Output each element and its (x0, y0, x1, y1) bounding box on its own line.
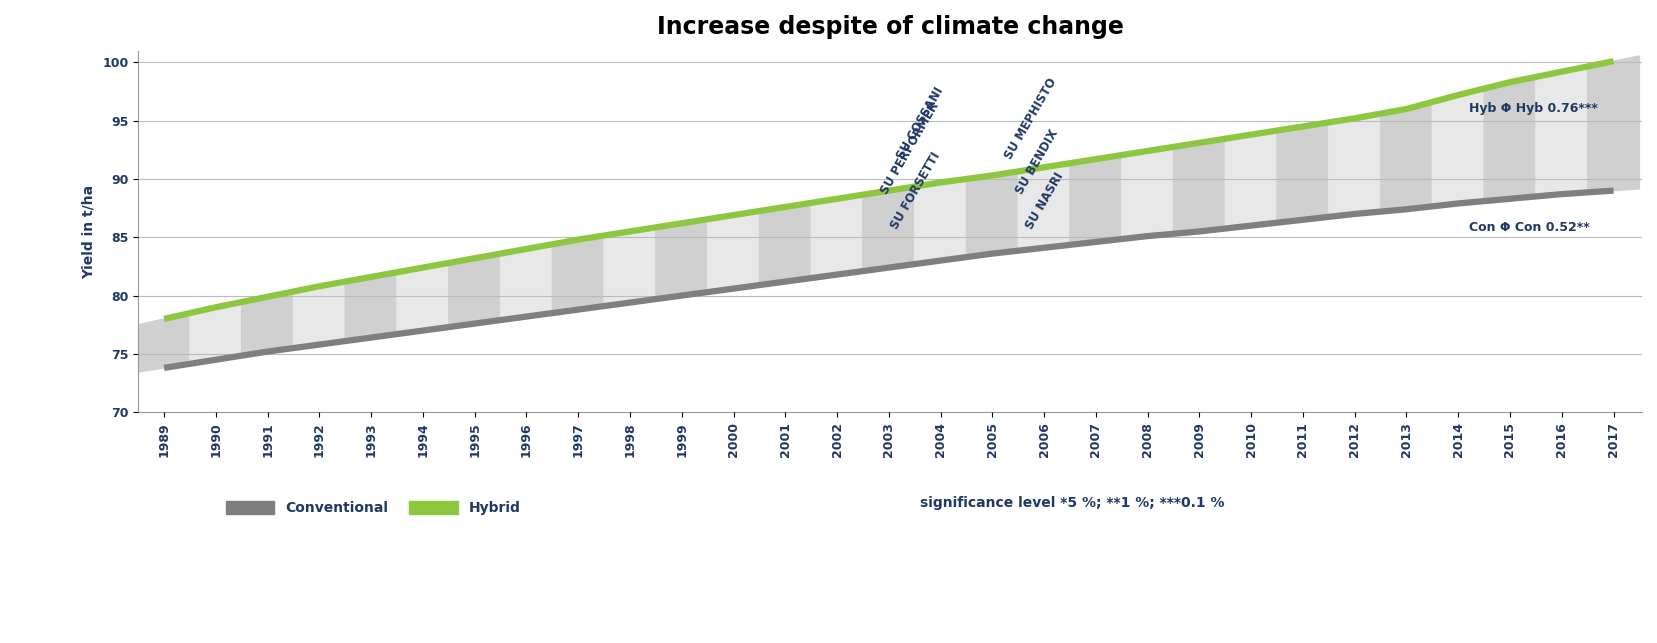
Legend: Conventional, Hybrid: Conventional, Hybrid (220, 496, 527, 521)
Text: SU PERFORMER: SU PERFORMER (878, 100, 941, 197)
Polygon shape (1536, 66, 1587, 197)
Polygon shape (449, 253, 500, 327)
Polygon shape (1225, 131, 1278, 228)
Text: Con Φ Con 0.52**: Con Φ Con 0.52** (1468, 221, 1589, 235)
Polygon shape (1070, 155, 1122, 245)
Title: Increase despite of climate change: Increase despite of climate change (656, 15, 1123, 39)
Polygon shape (1380, 102, 1432, 212)
Polygon shape (500, 244, 552, 320)
Polygon shape (552, 235, 605, 313)
Polygon shape (1432, 89, 1485, 206)
Polygon shape (191, 302, 242, 364)
Text: SU BENDIX: SU BENDIX (1012, 127, 1060, 197)
Text: SU COSSANI: SU COSSANI (895, 85, 946, 161)
Polygon shape (1017, 163, 1070, 251)
Polygon shape (656, 219, 708, 299)
Text: significance level *5 %; **1 %; ***0.1 %: significance level *5 %; **1 %; ***0.1 % (920, 496, 1225, 510)
Polygon shape (863, 186, 915, 271)
Polygon shape (605, 228, 656, 306)
Text: SU NASRI: SU NASRI (1024, 170, 1067, 231)
Text: Hyb Φ Hyb 0.76***: Hyb Φ Hyb 0.76*** (1468, 102, 1597, 116)
Y-axis label: Yield in t/ha: Yield in t/ha (81, 185, 96, 278)
Polygon shape (1485, 77, 1536, 201)
Polygon shape (398, 263, 449, 334)
Polygon shape (1278, 122, 1329, 222)
Text: SU FORSETTI: SU FORSETTI (888, 150, 943, 231)
Polygon shape (1587, 56, 1639, 192)
Polygon shape (242, 291, 293, 356)
Polygon shape (812, 195, 863, 278)
Polygon shape (345, 272, 398, 341)
Polygon shape (138, 313, 191, 372)
Polygon shape (1329, 114, 1380, 217)
Polygon shape (293, 282, 345, 348)
Polygon shape (759, 203, 812, 285)
Polygon shape (966, 172, 1017, 257)
Polygon shape (1122, 147, 1173, 239)
Polygon shape (1173, 139, 1225, 234)
Polygon shape (915, 179, 966, 264)
Text: SU MEPHISTO: SU MEPHISTO (1002, 76, 1060, 161)
Polygon shape (708, 211, 759, 292)
